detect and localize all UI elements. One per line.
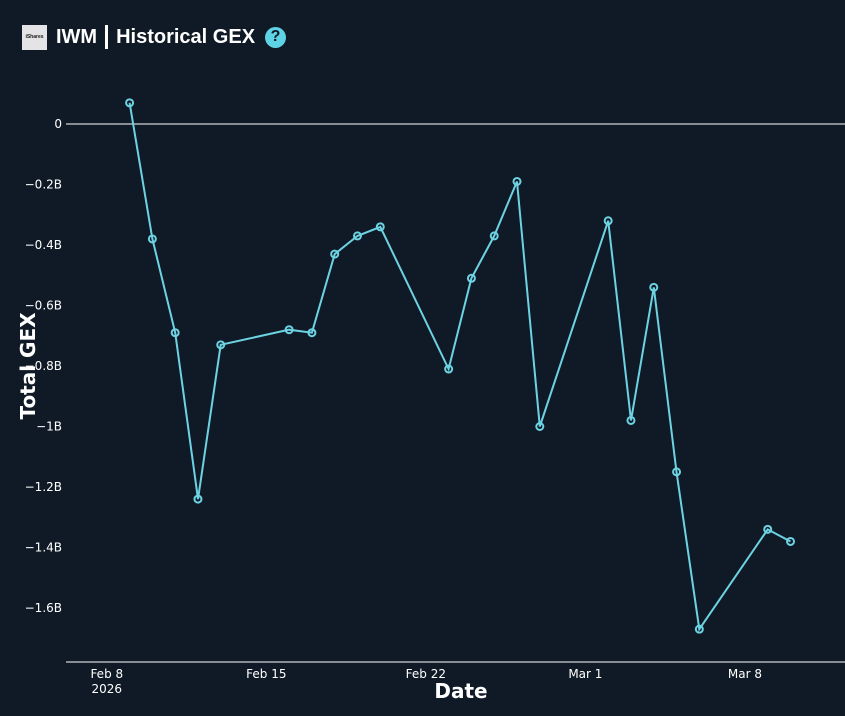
data-point[interactable]: [535, 422, 545, 431]
y-tick-label: −1.2B: [25, 480, 62, 494]
y-tick-label: −1B: [36, 420, 62, 434]
x-tick-label: Mar 8: [728, 667, 762, 681]
data-point[interactable]: [147, 234, 157, 244]
data-point[interactable]: [284, 325, 294, 335]
series-line: [128, 102, 791, 632]
title-separator: [105, 25, 109, 49]
data-point[interactable]: [786, 536, 795, 546]
data-point[interactable]: [649, 282, 659, 292]
data-point[interactable]: [694, 624, 704, 634]
data-point[interactable]: [672, 467, 682, 477]
data-point[interactable]: [216, 340, 226, 350]
series-layer: [125, 98, 795, 634]
data-point[interactable]: [375, 222, 385, 232]
y-tick-label: −1.4B: [25, 541, 62, 555]
x-tick-label: Feb 22: [406, 667, 446, 681]
y-tick-label: −1.6B: [25, 601, 62, 615]
y-tick-label: −0.2B: [25, 178, 62, 192]
data-point[interactable]: [626, 415, 636, 425]
y-tick-label: −0.8B: [25, 359, 62, 373]
x-axis-title: Date: [434, 679, 487, 703]
y-axis: 0 −0.2B −0.4B −0.6B −0.8B −1B −1.2B −1.4B −1.6B: [25, 117, 845, 615]
data-point[interactable]: [352, 231, 362, 241]
chart-header: iShares IWM Historical GEX ?: [22, 24, 287, 50]
data-point[interactable]: [763, 524, 773, 534]
x-tick-label: Feb 15: [246, 667, 286, 681]
x-tick-label: Feb 8: [90, 667, 123, 681]
data-point[interactable]: [603, 216, 613, 226]
y-tick-label: −0.6B: [25, 299, 62, 313]
x-tick-label: Mar 1: [568, 667, 602, 681]
data-point[interactable]: [307, 328, 317, 338]
y-axis-title: Total GEX: [16, 312, 40, 420]
x-tick-year-label: 2026: [92, 682, 123, 696]
data-point[interactable]: [170, 328, 180, 338]
data-point[interactable]: [125, 98, 135, 108]
data-point[interactable]: [489, 231, 499, 241]
page-title: Historical GEX: [116, 25, 256, 48]
data-point[interactable]: [512, 176, 522, 186]
ishares-logo: iShares: [22, 24, 47, 50]
question-circle-icon[interactable]: ?: [265, 26, 287, 48]
data-point[interactable]: [444, 364, 454, 374]
ticker-symbol: IWM: [56, 25, 98, 48]
y-tick-label: 0: [54, 117, 62, 131]
data-point[interactable]: [466, 273, 476, 283]
data-point[interactable]: [193, 494, 203, 504]
y-tick-label: −0.4B: [25, 238, 62, 252]
data-point[interactable]: [330, 249, 340, 259]
